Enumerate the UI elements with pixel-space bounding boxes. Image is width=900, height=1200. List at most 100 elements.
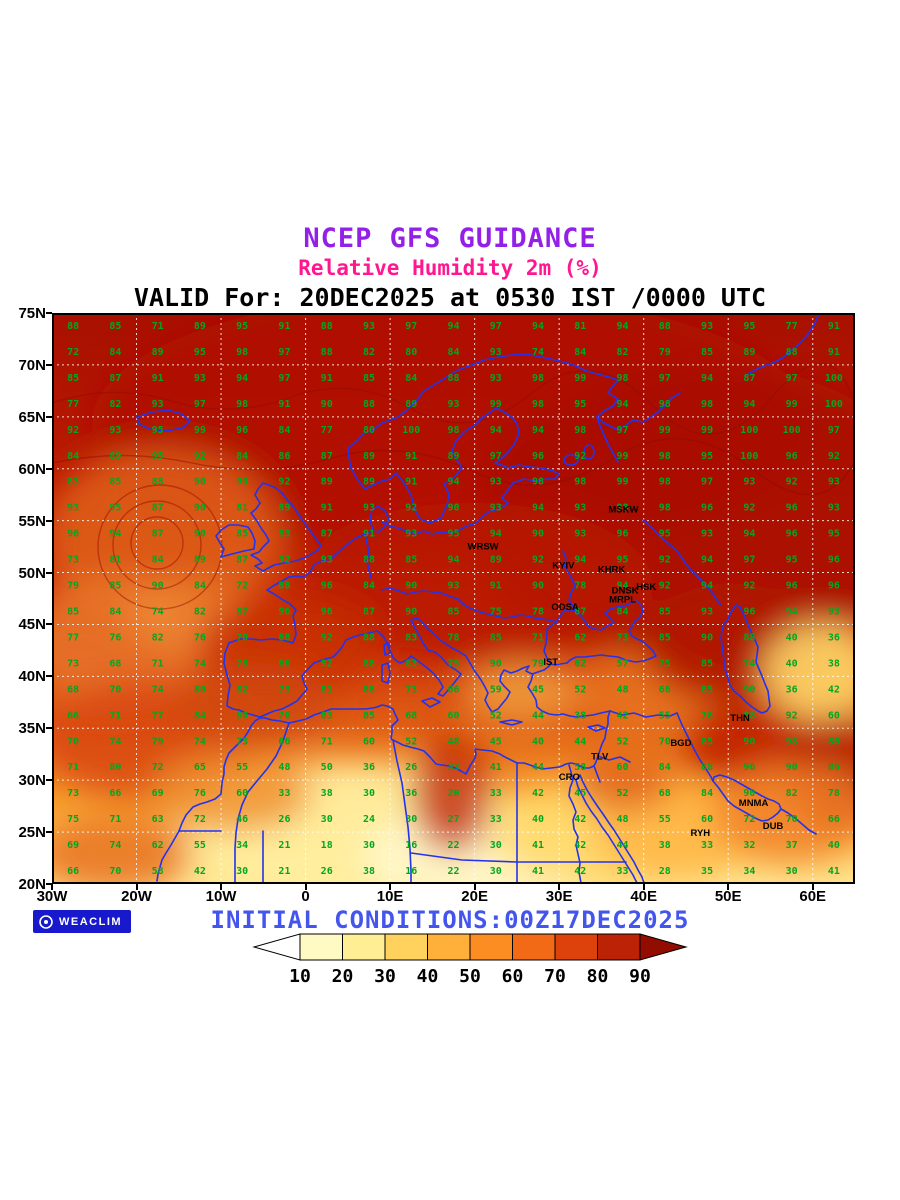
grid-value: 93 — [321, 555, 333, 566]
grid-value: 66 — [447, 684, 459, 695]
grid-value: 89 — [363, 477, 375, 488]
weaclim-logo-text: WEACLIM — [59, 915, 123, 928]
grid-value: 97 — [278, 373, 290, 384]
grid-value: 36 — [786, 684, 798, 695]
grid-value: 79 — [659, 347, 671, 358]
border-turkey-syria-iraq — [609, 710, 678, 718]
grid-value: 92 — [532, 555, 544, 566]
grid-value: 74 — [743, 658, 755, 669]
grid-value: 98 — [659, 477, 671, 488]
grid-value: 96 — [786, 503, 798, 514]
contour-texture — [52, 363, 855, 610]
grid-value: 89 — [447, 451, 459, 462]
grid-value: 68 — [659, 788, 671, 799]
grid-value: 84 — [659, 762, 671, 773]
grid-value: 93 — [109, 425, 121, 436]
grid-value: 89 — [152, 347, 164, 358]
grid-value: 44 — [617, 840, 629, 851]
grid-value: 78 — [532, 606, 544, 617]
grid-value: 97 — [828, 425, 840, 436]
coast-caspian — [720, 604, 771, 714]
grid-value: 77 — [152, 710, 164, 721]
lat-axis-label: 60N — [18, 460, 46, 478]
lon-tick-mark — [51, 884, 53, 890]
grid-value: 96 — [743, 606, 755, 617]
grid-value: 90 — [532, 529, 544, 540]
grid-value: 95 — [447, 529, 459, 540]
grid-value: 80 — [405, 347, 417, 358]
grid-value: 82 — [109, 399, 121, 410]
grid-value: 85 — [701, 736, 713, 747]
grid-value: 97 — [405, 321, 417, 332]
grid-value: 100 — [783, 425, 801, 436]
grid-value: 89 — [194, 555, 206, 566]
grid-value: 84 — [574, 347, 586, 358]
grid-value: 59 — [490, 684, 502, 695]
grid-value: 74 — [194, 658, 206, 669]
grid-value: 98 — [447, 425, 459, 436]
grid-value: 85 — [109, 581, 121, 592]
grid-value: 99 — [786, 399, 798, 410]
grid-value: 62 — [152, 840, 164, 851]
grid-value: 100 — [402, 425, 420, 436]
grid-value: 91 — [278, 321, 290, 332]
grid-value: 99 — [659, 425, 671, 436]
grid-value: 82 — [617, 347, 629, 358]
grid-value: 85 — [701, 658, 713, 669]
grid-value: 84 — [617, 606, 629, 617]
lon-axis-label: 30E — [545, 888, 573, 905]
grid-value: 94 — [701, 555, 713, 566]
coast-arctic-russia — [745, 315, 819, 376]
grid-value: 95 — [617, 555, 629, 566]
grid-value: 85 — [659, 632, 671, 643]
grid-value: 98 — [659, 451, 671, 462]
humidity-map: 88 85 71 89 95 91 88 93 97 94 97 94 81 94 88 93 95 77 91 72… — [52, 313, 855, 884]
grid-value: 74 — [194, 736, 206, 747]
grid-value: 94 — [743, 529, 755, 540]
city-label: THN — [730, 713, 750, 724]
grid-value: 79 — [532, 658, 544, 669]
grid-value: 48 — [447, 736, 459, 747]
grid-value: 90 — [743, 788, 755, 799]
lat-axis-label: 55N — [18, 512, 46, 530]
grid-value: 97 — [659, 373, 671, 384]
grid-value: 97 — [701, 477, 713, 488]
grid-value: 90 — [236, 477, 248, 488]
grid-value: 99 — [490, 399, 502, 410]
grid-value: 100 — [825, 399, 843, 410]
model-title: NCEP GFS GUIDANCE — [303, 223, 597, 254]
grid-value: 96 — [617, 529, 629, 540]
coast-gulf-of-oman — [780, 808, 817, 835]
grid-value: 95 — [828, 529, 840, 540]
grid-value: 87 — [743, 373, 755, 384]
grid-value: 89 — [278, 503, 290, 514]
colorbar-label: 60 — [502, 966, 524, 987]
grid-value: 98 — [574, 477, 586, 488]
grid-value: 90 — [532, 581, 544, 592]
grid-value: 91 — [152, 373, 164, 384]
grid-value: 88 — [363, 658, 375, 669]
grid-value: 94 — [490, 529, 502, 540]
grid-value: 71 — [321, 736, 333, 747]
colorbar-segment — [512, 933, 556, 961]
grid-value: 92 — [194, 451, 206, 462]
humidity-fill-blobs — [52, 313, 855, 884]
grid-value: 76 — [194, 788, 206, 799]
lat-tick-mark — [46, 779, 52, 782]
grid-value: 94 — [447, 321, 459, 332]
grid-value: 95 — [574, 399, 586, 410]
grid-value: 60 — [447, 710, 459, 721]
lake-onega — [583, 444, 595, 460]
grid-value: 95 — [152, 425, 164, 436]
grid-value: 85 — [701, 347, 713, 358]
grid-value: 97 — [743, 555, 755, 566]
grid-value: 93 — [574, 503, 586, 514]
grid-value: 95 — [194, 347, 206, 358]
grid-value: 38 — [828, 658, 840, 669]
grid-value: 88 — [743, 710, 755, 721]
city-label: BGD — [670, 738, 691, 749]
grid-value: 78 — [828, 788, 840, 799]
grid-value: 100 — [740, 425, 758, 436]
grid-value: 73 — [67, 658, 79, 669]
